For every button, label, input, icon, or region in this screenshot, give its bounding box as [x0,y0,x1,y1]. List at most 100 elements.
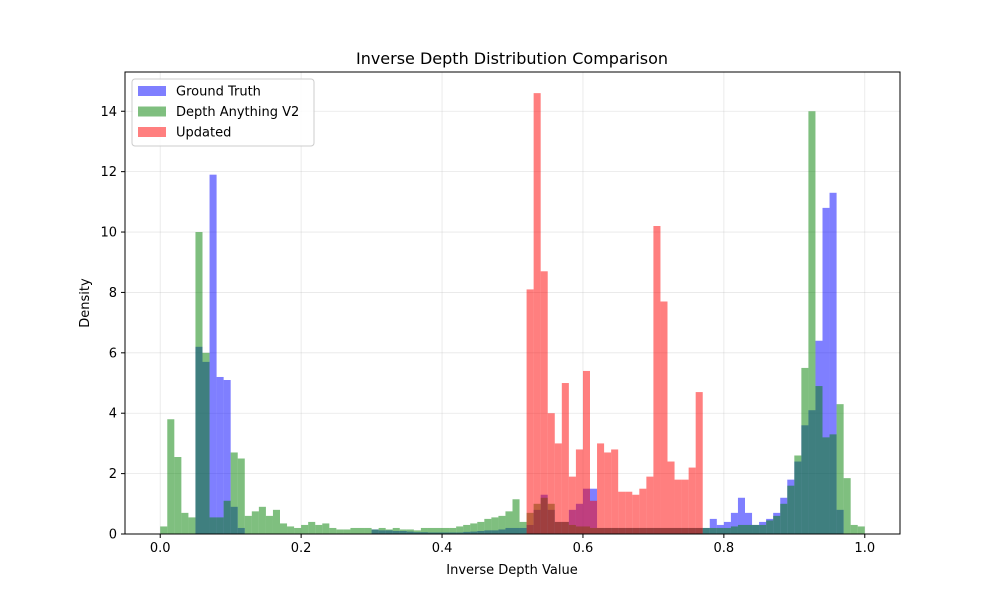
histogram-bar [582,370,590,534]
y-tick-label: 6 [109,346,117,361]
histogram-bar [308,521,316,534]
histogram-bar [350,527,358,534]
y-axis-label: Density [78,278,93,328]
histogram-bar [258,506,266,534]
histogram-bar [484,518,492,534]
histogram-bar [371,529,379,534]
histogram-bar [681,479,689,534]
x-tick-label: 0.8 [714,541,735,556]
histogram-bar [829,434,837,534]
histogram-bar [822,437,830,534]
grid-lines [125,72,900,535]
legend-label: Updated [176,126,231,141]
histogram-bar [449,527,457,534]
y-tick-label: 8 [109,286,117,301]
histogram-bar [174,457,182,534]
histogram-bar [850,524,858,534]
histogram-bar [392,527,400,534]
histogram-bar [829,192,837,535]
histogram-bar [512,499,520,534]
histogram-bar [477,521,485,534]
y-tick-label: 4 [109,407,117,422]
histogram-bar [561,383,569,534]
histogram-bar [695,392,703,534]
histogram-bar [737,497,745,534]
histogram-bar [660,301,668,534]
y-tick-label: 14 [100,105,117,120]
histogram-bar [498,515,506,534]
histogram-bar [470,523,478,534]
y-axis-ticks: 0 2 4 6 8 10 12 14 [100,105,125,543]
histogram-bar [223,380,231,534]
legend-label: Ground Truth [176,85,261,100]
histogram-bar [237,458,245,534]
histogram-bar [688,467,696,534]
histogram-bar [766,520,774,534]
histogram-bar [674,479,682,534]
histogram-bar [568,476,576,534]
histogram-bar [505,511,513,534]
histogram-bar [709,518,717,534]
x-axis-label: Inverse Depth Value [446,563,577,578]
histogram-bar [702,527,710,534]
histogram-bar [216,376,224,534]
histogram-bar [223,500,231,534]
histogram-bar [364,527,372,534]
histogram-bar [632,494,640,534]
histogram-bar [752,524,760,534]
histogram-bar [554,443,562,534]
histogram-bar [801,367,809,534]
histogram-bar [378,527,386,534]
histogram-bar [519,521,527,534]
histogram-bar [209,174,217,534]
histogram-bar [745,512,753,534]
histogram-bar [737,524,745,534]
histogram-bar [787,485,795,534]
histogram-bar [794,455,802,534]
histogram-bar [385,529,393,534]
histogram-bar [639,488,647,534]
y-tick-label: 2 [109,467,117,482]
histogram-bar [730,526,738,534]
legend-box [131,78,315,147]
histogram-bar [294,527,302,534]
x-tick-label: 0.0 [150,541,171,556]
histogram-bar [491,517,499,534]
histogram-bar [188,517,196,534]
histogram-bar [646,476,654,534]
histogram-bar [547,413,555,534]
histogram-bar [435,527,443,534]
histogram-bar [611,449,619,534]
histogram-bar [420,527,428,534]
histogram-bar [575,449,583,534]
x-tick-label: 0.4 [432,541,453,556]
histogram-bar [272,509,280,534]
histogram-bars [160,93,865,535]
series-2-bars [526,93,703,534]
histogram-bar [322,523,330,534]
histogram-bar [230,452,238,534]
histogram-bar [280,523,288,534]
histogram-bar [427,527,435,534]
histogram-bar [540,271,548,534]
histogram-bar [604,452,612,534]
x-axis-ticks: 0.0 0.2 0.4 0.6 0.8 1.0 [150,534,875,556]
histogram-bar [442,527,450,534]
histogram-bar [209,517,217,534]
histogram-bar [653,226,661,534]
histogram-bar [815,386,823,534]
histogram-bar [195,232,203,534]
histogram-bar [167,419,175,534]
histogram-bar [329,527,337,534]
histogram-bar [413,530,421,534]
histogram-bar [808,111,816,534]
histogram-bar [533,93,541,534]
histogram-bar [590,500,598,534]
histogram-bar [857,526,865,534]
histogram-bar [822,207,830,534]
histogram-bar [759,524,767,534]
histogram-bar [463,524,471,534]
histogram-bar [181,512,189,534]
histogram-bar [202,352,210,534]
